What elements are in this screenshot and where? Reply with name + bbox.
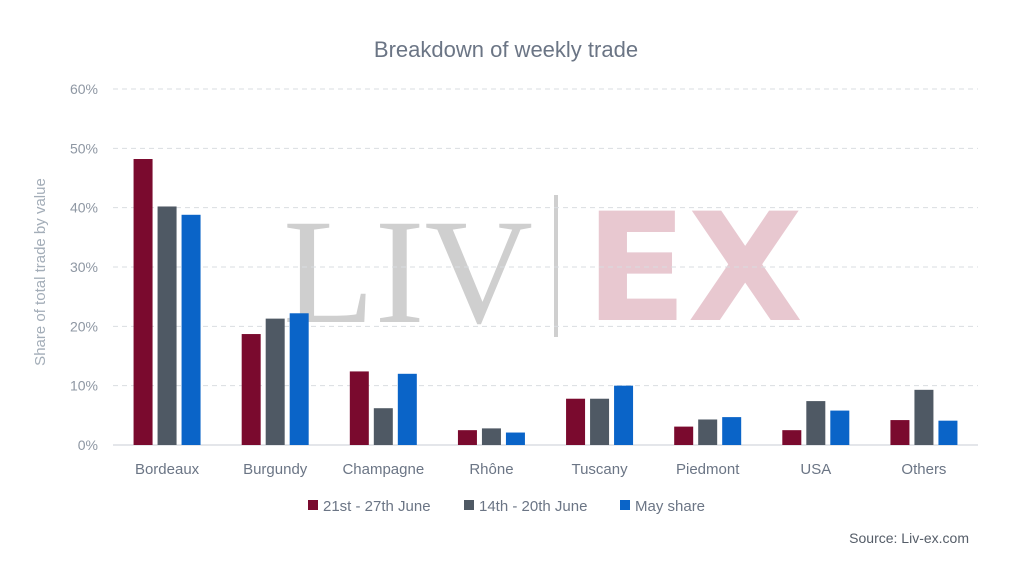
y-tick-label: 30%	[70, 259, 98, 275]
x-category-label: USA	[800, 461, 831, 478]
watermark-liv: LIV	[283, 189, 533, 355]
y-tick-label: 10%	[70, 378, 98, 394]
bar	[397, 373, 417, 445]
bar	[157, 206, 177, 445]
watermark: LIV EX	[283, 182, 803, 356]
bar	[914, 389, 934, 445]
y-axis-label: Share of total trade by value	[32, 178, 49, 366]
watermark-divider	[554, 195, 558, 337]
bar	[590, 398, 610, 445]
bar	[181, 214, 201, 445]
bar	[830, 410, 850, 445]
source-note: Source: Liv-ex.com	[849, 530, 969, 546]
y-axis-ticks: 0% 10% 20% 30% 40% 50% 60%	[70, 81, 98, 453]
bar	[133, 159, 153, 445]
bar	[782, 430, 802, 445]
bar	[373, 408, 393, 445]
watermark-ex: EX	[585, 182, 803, 356]
bar	[289, 313, 309, 445]
x-category-label: Others	[901, 461, 946, 478]
legend-swatch	[308, 500, 318, 510]
y-tick-label: 50%	[70, 140, 98, 156]
bars	[133, 159, 958, 445]
bar	[566, 398, 586, 445]
x-category-label: Burgundy	[243, 461, 308, 478]
y-tick-label: 60%	[70, 81, 98, 97]
bar	[505, 432, 525, 445]
bar	[674, 426, 694, 445]
legend-label: 21st - 27th June	[323, 498, 431, 515]
legend: 21st - 27th June 14th - 20th June May shar…	[308, 498, 705, 515]
legend-swatch	[464, 500, 474, 510]
bar	[241, 334, 261, 445]
y-tick-label: 40%	[70, 200, 98, 216]
legend-label: May share	[635, 498, 705, 515]
x-category-label: Piedmont	[676, 461, 740, 478]
bar	[481, 428, 501, 445]
bar	[349, 371, 369, 445]
bar	[722, 417, 742, 445]
category-labels: Bordeaux Burgundy Champagne Rhône Tuscany Pie…	[135, 461, 946, 478]
bar	[806, 401, 826, 445]
chart-title: Breakdown of weekly trade	[374, 37, 638, 62]
bar	[698, 419, 718, 445]
bar	[938, 420, 958, 445]
legend-label: 14th - 20th June	[479, 498, 587, 515]
x-category-label: Tuscany	[571, 461, 628, 478]
x-category-label: Champagne	[342, 461, 424, 478]
y-tick-label: 20%	[70, 318, 98, 334]
bar	[614, 385, 634, 445]
x-category-label: Rhône	[469, 461, 513, 478]
bar	[265, 318, 285, 445]
x-category-label: Bordeaux	[135, 461, 200, 478]
legend-swatch	[620, 500, 630, 510]
bar	[457, 430, 477, 445]
y-tick-label: 0%	[78, 437, 98, 453]
bar	[890, 420, 910, 445]
